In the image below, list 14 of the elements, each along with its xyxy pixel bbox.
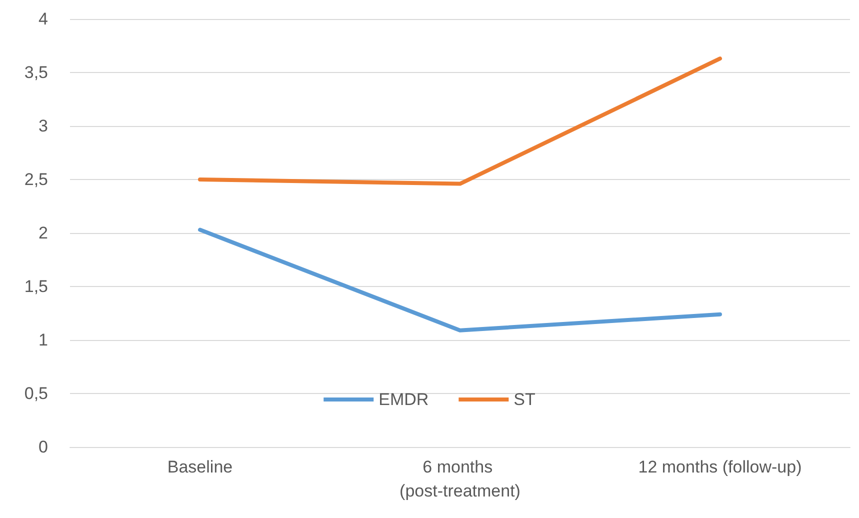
x-tick-label: 6 months (post-treatment) — [400, 458, 520, 500]
y-tick-label: 0,5 — [24, 384, 48, 403]
x-tick-label: Baseline — [167, 458, 233, 476]
legend-label: ST — [514, 390, 536, 409]
y-tick-label: 2 — [38, 224, 48, 242]
legend-label: EMDR — [378, 390, 429, 409]
y-tick-label: 4 — [38, 10, 48, 28]
y-tick-label: 2,5 — [24, 170, 48, 189]
x-tick-label: 12 months (follow-up) — [638, 458, 802, 476]
y-tick-label: 3 — [38, 116, 48, 136]
y-tick-label: 1 — [38, 330, 48, 350]
y-tick-label: 0 — [38, 438, 48, 456]
y-tick-label: 3,5 — [24, 63, 48, 82]
y-tick-label: 1,5 — [24, 277, 48, 296]
